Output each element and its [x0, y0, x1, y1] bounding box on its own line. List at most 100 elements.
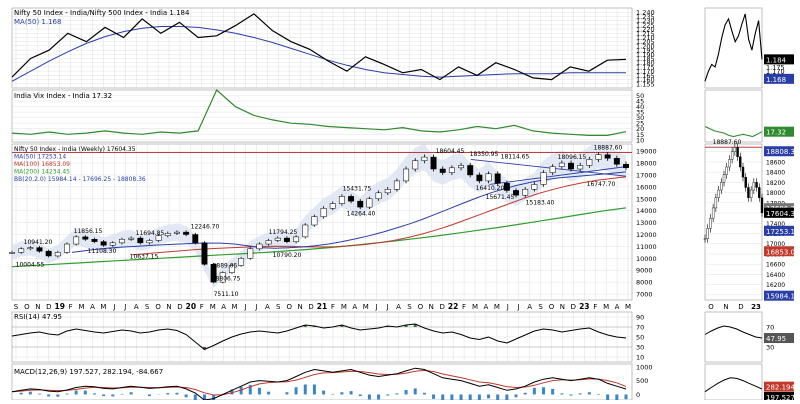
- inset-rs-ma-value-box: [764, 73, 794, 84]
- price-candle: [531, 184, 538, 190]
- inset-rsi-value-box: [764, 333, 794, 344]
- price-y-tick: 14000: [636, 207, 657, 215]
- x-tick-label: J: [386, 303, 389, 311]
- price-candle: [467, 165, 474, 176]
- price-candle: [384, 189, 391, 194]
- vix-y-tick: 20: [636, 125, 644, 133]
- x-tick-label: J: [254, 303, 257, 311]
- x-tick-label: 21: [317, 302, 327, 311]
- price-y-tick: 13000: [636, 219, 657, 227]
- price-candle: [558, 162, 565, 167]
- vix-y-tick: 30: [636, 114, 644, 122]
- inset-candle: [711, 207, 715, 219]
- inset-candle: [744, 177, 747, 188]
- price-annotation: 9889.05: [213, 263, 238, 270]
- price-candle: [549, 166, 556, 173]
- inset-candle: [749, 189, 753, 198]
- x-tick-label: M: [363, 303, 369, 311]
- x-tick-label: M: [625, 303, 631, 311]
- price-candle: [9, 252, 15, 254]
- price-candle: [82, 236, 89, 240]
- inset-price-value-2-box: [764, 207, 794, 218]
- inset-macd-line: [704, 377, 763, 393]
- price-candle: [119, 239, 125, 244]
- x-tick-label: D: [177, 303, 182, 311]
- price-annotation: 10941.20: [24, 239, 53, 246]
- inset-x-tick: 23: [751, 303, 761, 311]
- rsi-legend: RSI(14) 47.95: [14, 313, 62, 321]
- inset-candle: [717, 189, 720, 198]
- rs-ma-line: [11, 26, 626, 82]
- x-tick-label: N: [298, 303, 303, 311]
- rs-y-tick: 1.185: [636, 55, 655, 63]
- price-candle: [623, 163, 629, 169]
- x-tick-label: O: [24, 303, 30, 311]
- price-annotation: 10790.20: [273, 252, 302, 259]
- price-y-tick: 15000: [636, 195, 657, 203]
- x-tick-label: M: [494, 303, 500, 311]
- x-tick-label: A: [134, 303, 139, 311]
- vix-frame: [11, 89, 633, 143]
- price-candle: [100, 241, 107, 246]
- vix-inset-frame: [704, 89, 763, 143]
- x-tick-label: D: [440, 303, 445, 311]
- inset-rs-y-tick: 1.175: [766, 63, 785, 71]
- vix-y-tick: 15: [636, 131, 644, 139]
- price-candle: [73, 236, 80, 245]
- x-tick-label: 23: [579, 302, 589, 311]
- inset-candle: [728, 159, 731, 168]
- price-candle: [586, 159, 593, 166]
- rs-y-tick: 1.205: [636, 38, 655, 46]
- inset-x-tick: O: [708, 303, 714, 311]
- x-tick-label: M: [341, 303, 347, 311]
- rs-y-tick: 1.190: [636, 51, 655, 59]
- x-tick-label: M: [472, 303, 478, 311]
- price-candle: [393, 180, 400, 190]
- price-candle: [513, 190, 519, 196]
- inset-price-value-5: 15984.14: [766, 293, 800, 301]
- inset-price-value-3-box: [764, 225, 794, 236]
- price-annotation: 12246.70: [191, 224, 220, 231]
- inset-macd-value: 197.527: [766, 394, 795, 400]
- price-candle: [219, 272, 226, 283]
- vix-y-tick: 35: [636, 109, 644, 117]
- x-tick-label: 20: [186, 302, 196, 311]
- inset-rsi-y-tick: 70: [766, 324, 774, 332]
- inset-candle: [703, 238, 707, 240]
- x-tick-label: O: [418, 303, 424, 311]
- price-candle: [375, 192, 382, 200]
- price-candle: [430, 156, 437, 170]
- inset-vix-line: [704, 126, 763, 138]
- rs-y-tick: 1.235: [636, 13, 655, 21]
- price-candle: [128, 237, 135, 240]
- price-candle: [36, 247, 43, 252]
- price-legend-1: MA(50) 17253.14: [14, 154, 66, 161]
- price-candle: [155, 235, 162, 241]
- x-tick-label: J: [123, 303, 126, 311]
- x-tick-label: J: [375, 303, 378, 311]
- inset-price-value-0: 18808.36: [766, 148, 800, 156]
- price-candle: [613, 158, 620, 165]
- inset-price-y-tick: 16200: [766, 282, 785, 289]
- x-tick-label: A: [265, 303, 270, 311]
- price-annotation: 14264.40: [347, 211, 376, 218]
- price-candle: [173, 231, 180, 234]
- price-annotation: 11694.85: [136, 230, 165, 237]
- inset-candle: [720, 182, 723, 191]
- inset-price-value-4-box: [764, 246, 794, 257]
- price-inset-frame: [704, 143, 763, 301]
- price-candle: [494, 173, 501, 184]
- rs-y-tick: 1.180: [636, 59, 655, 67]
- vix-y-tick: 50: [636, 92, 644, 100]
- inset-candle: [725, 166, 728, 175]
- price-candle: [503, 183, 510, 191]
- inset-macd-signal-value-box: [764, 381, 794, 392]
- x-tick-label: A: [221, 303, 226, 311]
- inset-price-y-tick: 18000: [766, 190, 785, 197]
- price-candle: [27, 247, 34, 250]
- price-candle: [329, 203, 336, 209]
- macd-y-tick: 1000: [636, 363, 653, 371]
- x-tick-label: F: [331, 303, 335, 311]
- inset-price-value-2: 17604.35: [766, 210, 799, 218]
